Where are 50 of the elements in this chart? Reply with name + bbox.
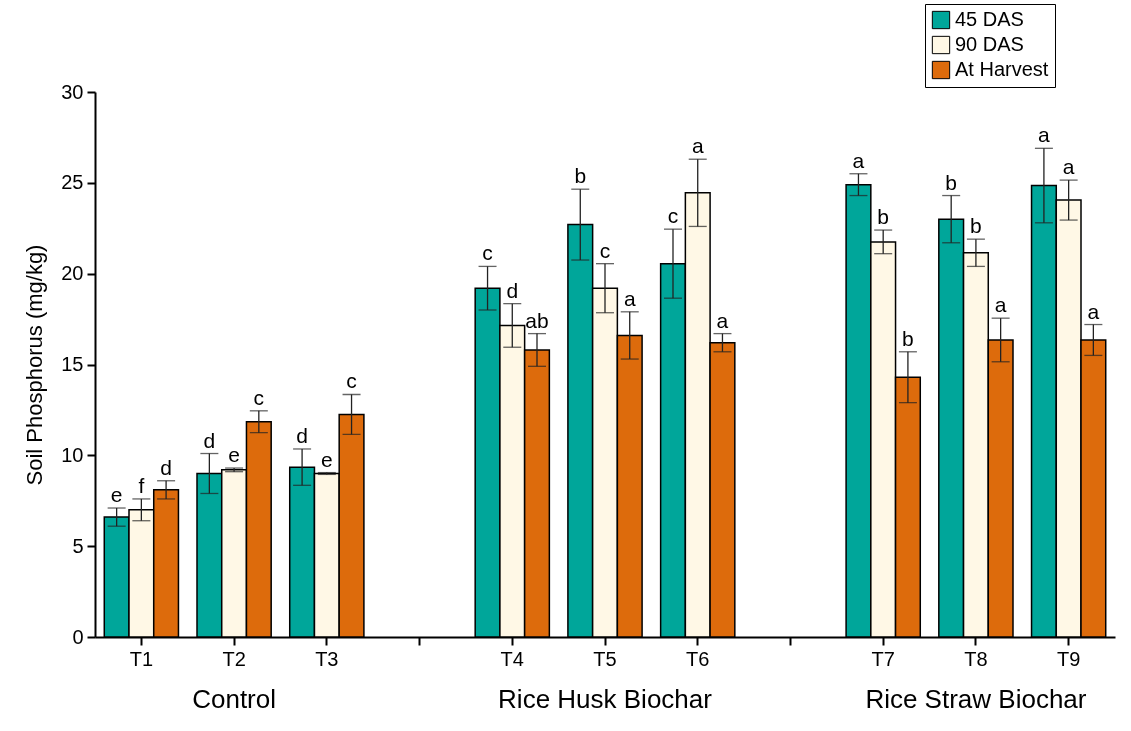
data-label: b [945, 170, 958, 194]
data-label: c [667, 204, 679, 228]
data-label: d [160, 455, 172, 479]
data-label: a [1087, 299, 1100, 323]
data-label: c [253, 385, 265, 409]
data-label: c [599, 238, 611, 262]
data-label: a [691, 134, 704, 158]
x-tick-label: T9 [1056, 647, 1081, 670]
data-label: d [506, 278, 519, 302]
data-label: d [203, 428, 216, 452]
data-label: a [716, 308, 729, 332]
x-tick-label: T7 [871, 647, 895, 670]
data-label: a [623, 286, 636, 310]
data-label: ab [525, 308, 549, 332]
text: Rice Straw Biochar [865, 684, 1087, 714]
data-label: b [970, 214, 982, 238]
y-tick-label: 10 [61, 443, 84, 466]
x-tick-label: T6 [686, 647, 710, 670]
data-label: f [138, 473, 145, 497]
data-label: b [902, 326, 914, 350]
x-tick-label: T2 [222, 647, 246, 670]
data-label: a [1038, 123, 1051, 147]
x-tick-label: T3 [315, 647, 339, 670]
data-label: a [852, 148, 865, 172]
y-tick-label: 15 [61, 353, 84, 375]
legend-label: 45 DAS [955, 8, 1024, 30]
text: Rice Husk Biochar [498, 684, 713, 714]
data-label: b [574, 164, 587, 188]
legend-label: At Harvest [955, 58, 1049, 80]
y-tick-label: 5 [72, 534, 84, 557]
y-tick-label: 20 [61, 262, 84, 285]
data-label: e [228, 443, 240, 467]
data-label: e [110, 483, 123, 507]
data-label: c [346, 369, 357, 393]
y-tick-label: 30 [61, 80, 84, 103]
y-tick-label: 0 [72, 625, 84, 648]
y-tick-label: 25 [61, 171, 84, 194]
data-label: c [482, 241, 493, 265]
x-tick-label: T1 [129, 647, 154, 670]
data-label: a [1062, 155, 1075, 179]
y-axis-title: Soil Phosphorus (mg/kg) [22, 244, 48, 486]
data-label: b [877, 205, 890, 229]
x-tick-label: T5 [593, 647, 617, 670]
x-tick-label: T8 [964, 647, 988, 670]
text: Control [192, 684, 276, 714]
data-label: d [296, 423, 308, 447]
x-tick-label: T4 [500, 647, 524, 670]
data-label: a [994, 293, 1007, 317]
data-label: e [320, 447, 333, 471]
legend-label: 90 DAS [955, 33, 1024, 55]
